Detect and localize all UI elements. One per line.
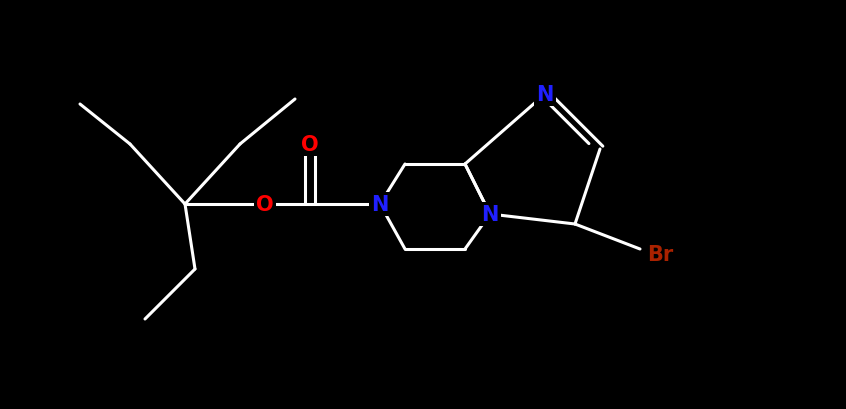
Text: N: N (481, 204, 498, 225)
Text: N: N (371, 195, 388, 214)
Text: O: O (301, 135, 319, 155)
Text: N: N (371, 195, 388, 214)
Text: N: N (536, 85, 553, 105)
Text: Br: Br (647, 245, 673, 264)
Text: O: O (256, 195, 274, 214)
